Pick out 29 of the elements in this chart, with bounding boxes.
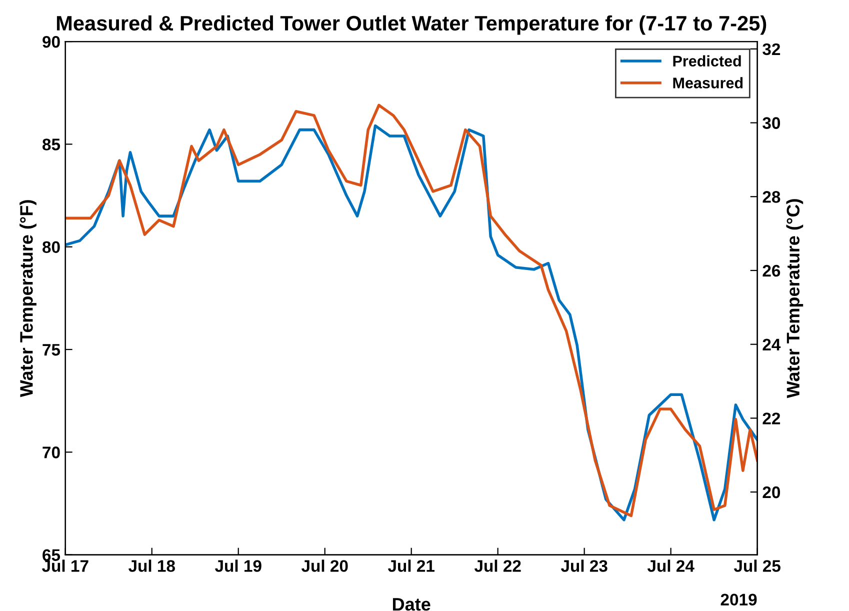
x-tick-label: Jul 19 (214, 560, 262, 572)
y2-tick-label: 32 (762, 43, 780, 56)
y-tick-label: 85 (42, 138, 60, 150)
y-tick-label: 90 (42, 36, 60, 48)
x-tick-label: Jul 17 (42, 560, 88, 572)
legend-label: Predicted (673, 55, 741, 67)
x-tick-label: Jul 23 (560, 560, 608, 572)
y-tick-label: 80 (42, 241, 60, 254)
x-tick-label: Jul 20 (301, 560, 348, 572)
x-tick-label: Jul 21 (388, 560, 435, 572)
y-tick-label: 70 (42, 446, 60, 458)
y2-tick-label: 28 (762, 191, 780, 203)
y-tick-label: 75 (42, 344, 60, 356)
y2-tick-label: 20 (762, 486, 780, 498)
legend-label: Measured (673, 77, 743, 88)
y2-tick-label: 26 (762, 264, 780, 277)
x-tick-label: Jul 25 (734, 560, 780, 572)
chart-title: Measured & Predicted Tower Outlet Water Temperature for (7-17 to 7-25) (56, 15, 766, 35)
x-tick-label: Jul 18 (128, 560, 175, 572)
text: 2019 (720, 594, 757, 606)
y-axis-title: Water Temperature (°F) (20, 200, 36, 398)
y2-axis-title: Water Temperature (°C) (786, 199, 804, 398)
y2-tick-label: 24 (762, 338, 781, 350)
x-tick-label: Jul 24 (647, 560, 694, 572)
x-axis-title: Date (392, 598, 430, 611)
x-tick-label: Jul 22 (474, 560, 521, 572)
y2-tick-label: 30 (762, 117, 780, 130)
y-tick-label: 65 (42, 549, 60, 561)
y2-tick-label: 22 (762, 412, 780, 424)
